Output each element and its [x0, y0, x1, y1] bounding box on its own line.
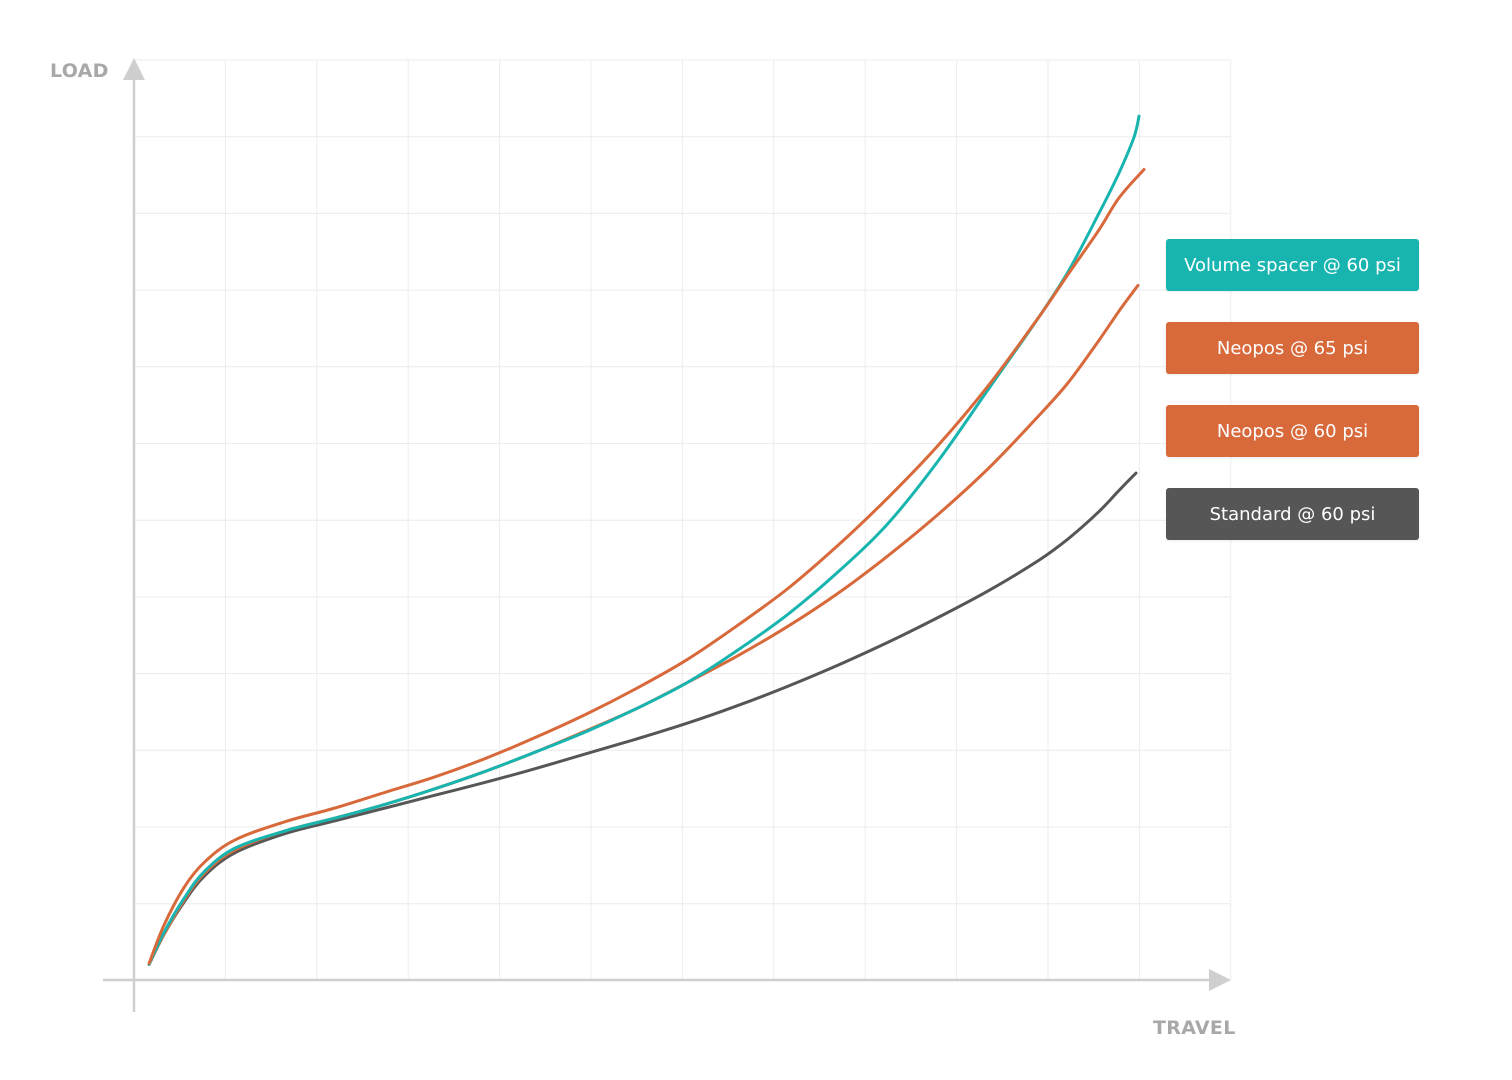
- x-axis-arrow-icon: [1209, 969, 1231, 991]
- series-line-neopos-65: [147, 168, 1146, 965]
- series-line-volume-spacer-60: [147, 114, 1141, 966]
- axes: [103, 58, 1231, 1012]
- legend-entry-standard-60: Standard @ 60 psi: [1166, 488, 1419, 540]
- series-lines: [147, 114, 1146, 966]
- grid: [134, 59, 1232, 980]
- y-axis-arrow-icon: [123, 58, 145, 80]
- legend-entry-volume-spacer-60: Volume spacer @ 60 psi: [1166, 239, 1419, 291]
- legend-entry-neopos-65: Neopos @ 65 psi: [1166, 322, 1419, 374]
- x-axis-title: TRAVEL: [1153, 1017, 1236, 1039]
- legend-entry-neopos-60: Neopos @ 60 psi: [1166, 405, 1419, 457]
- y-axis-title: LOAD: [50, 60, 109, 82]
- series-line-standard-60: [147, 471, 1138, 966]
